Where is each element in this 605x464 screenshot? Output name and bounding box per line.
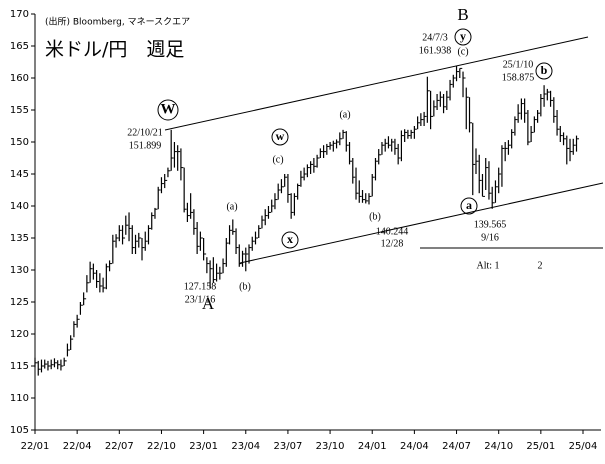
x-tick-label: 22/04	[63, 441, 92, 452]
annotation: W	[161, 101, 176, 117]
x-tick-label: 25/01	[526, 441, 555, 452]
x-tick-label: 23/01	[189, 441, 218, 452]
annotation: (b)	[369, 211, 381, 222]
x-tick-label: 24/01	[358, 441, 387, 452]
x-tick-label: 22/01	[21, 441, 50, 452]
annotation: (c)	[457, 46, 468, 57]
x-tick-label: 25/04	[569, 441, 598, 452]
annotation: B	[457, 5, 468, 24]
annotation: (b)	[239, 281, 251, 292]
annotation: 23/1/16	[185, 294, 216, 305]
y-tick-label: 125	[10, 297, 29, 308]
annotation: x	[287, 232, 293, 246]
annotation: 25/1/10	[503, 59, 534, 70]
y-tick-label: 170	[10, 9, 29, 20]
x-tick-label: 24/07	[442, 441, 471, 452]
annotation: (c)	[272, 154, 283, 165]
y-tick-label: 155	[10, 105, 29, 116]
x-tick-label: 22/07	[105, 441, 134, 452]
annotation: 151.899	[129, 140, 162, 151]
y-tick-label: 145	[10, 169, 29, 180]
annotation: 127.158	[184, 281, 217, 292]
chart-title: 米ドル/円 週足	[45, 39, 184, 61]
annotation: 139.565	[474, 219, 507, 230]
x-tick-label: 23/10	[316, 441, 345, 452]
annotation-circle	[281, 231, 299, 249]
y-tick-label: 120	[10, 329, 29, 340]
annotation-circle	[157, 99, 179, 121]
x-tick-label: 23/04	[231, 441, 260, 452]
source: (出所) Bloomberg, マネースクエア	[45, 16, 190, 28]
y-tick-label: 105	[10, 425, 29, 436]
annotation: a	[466, 198, 472, 212]
annotation: 158.875	[502, 72, 535, 83]
annotation: w	[276, 129, 285, 143]
y-tick-label: 140	[10, 201, 29, 212]
y-tick-label: 135	[10, 233, 29, 244]
annotation: A	[202, 294, 215, 313]
x-tick-label: 23/07	[274, 441, 303, 452]
channel-upper	[164, 36, 589, 131]
annotation-circle	[535, 62, 553, 80]
annotation: 2	[538, 260, 543, 271]
annotation: b	[541, 63, 548, 77]
annotation: (a)	[226, 201, 237, 212]
annotation-circle	[271, 128, 289, 146]
annotation: Alt: 1	[476, 260, 499, 271]
y-tick-label: 130	[10, 265, 29, 276]
x-tick-label: 24/04	[400, 441, 429, 452]
annotation: 161.938	[419, 45, 452, 56]
annotation: y	[460, 29, 466, 43]
annotation: 9/16	[481, 232, 499, 243]
y-tick-label: 160	[10, 73, 29, 84]
y-tick-label: 150	[10, 137, 29, 148]
annotation-circle	[454, 28, 472, 46]
y-tick-label: 115	[10, 361, 29, 372]
annotation: 140.244	[376, 226, 409, 237]
annotation: 22/10/21	[127, 127, 163, 138]
annotation: 24/7/3	[422, 32, 448, 43]
x-tick-label: 24/10	[484, 441, 513, 452]
y-tick-label: 165	[10, 41, 29, 52]
annotation-circle	[460, 197, 478, 215]
annotation: 12/28	[381, 238, 404, 249]
annotation: (a)	[339, 109, 350, 120]
y-tick-label: 110	[10, 393, 29, 404]
x-tick-label: 22/10	[147, 441, 176, 452]
channel-lower	[239, 182, 604, 264]
